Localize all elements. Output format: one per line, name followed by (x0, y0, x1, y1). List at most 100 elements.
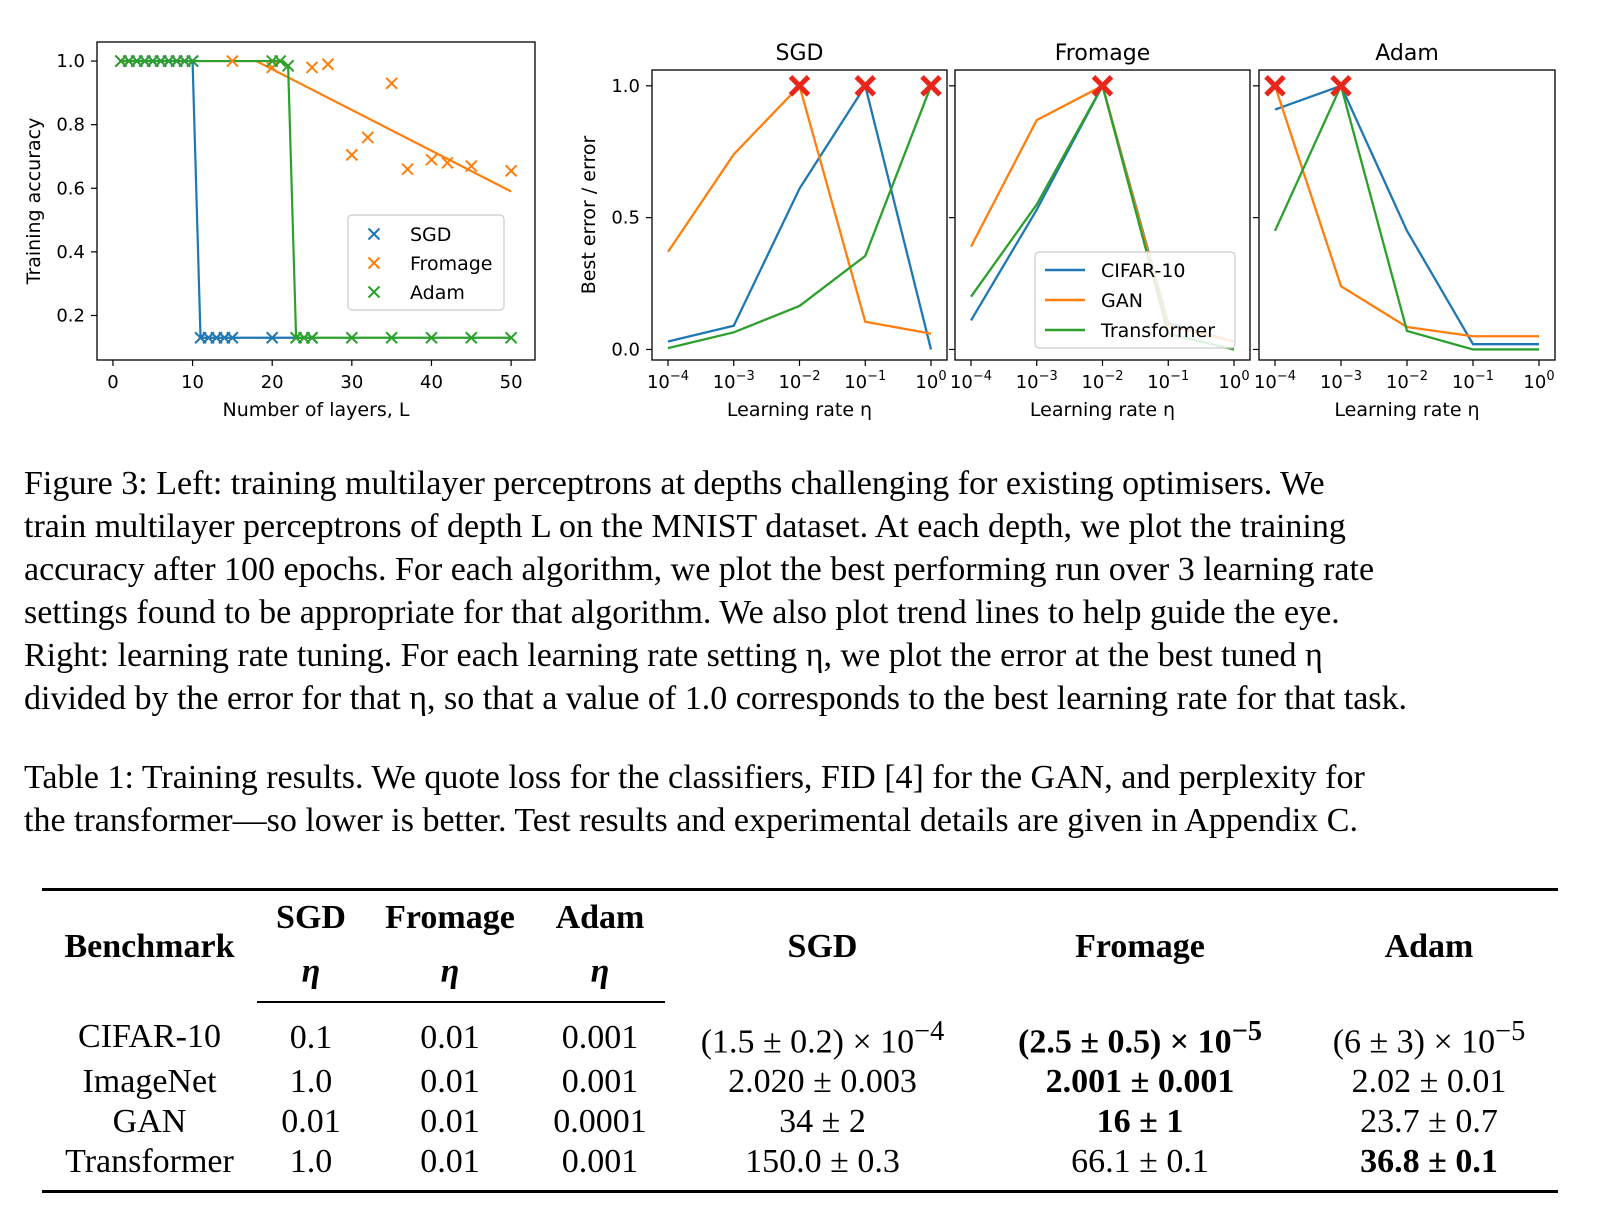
x-tick-label: 10−1 (1147, 369, 1189, 393)
legend-box (1034, 251, 1236, 349)
series-line (1273, 82, 1539, 351)
cell-benchmark: CIFAR-10 (78, 1018, 221, 1056)
table-row: CIFAR-10 0.1 0.01 0.001 (1.5 ± 0.2) × 10… (42, 1002, 1558, 1062)
y-tick-label: 0.0 (611, 339, 640, 360)
data-point (321, 58, 335, 71)
data-point (345, 331, 359, 344)
header-fromage: Fromage (980, 888, 1300, 1002)
best-marker (920, 75, 942, 97)
marker-stroke (226, 54, 239, 68)
x-tick-exponent: −2 (801, 369, 820, 384)
best-marker (1091, 75, 1114, 97)
cell-sgd-eta: 0.1 (289, 1018, 333, 1056)
x-tick-exponent: −2 (1409, 369, 1428, 384)
marker-stroke (345, 148, 359, 162)
data-point (305, 331, 319, 344)
marker-stroke (788, 75, 811, 97)
y-tick-label: 0.4 (56, 242, 85, 263)
x-axis-label: Learning rate η (1030, 399, 1175, 421)
data-point (265, 331, 279, 344)
data-point (385, 77, 398, 90)
x-tick-exponent: 0 (1546, 369, 1554, 384)
x-tick-label: 10−1 (844, 369, 886, 393)
caption-line: Right: learning rate tuning. For each le… (24, 637, 1323, 674)
marker-stroke (854, 75, 877, 97)
cell-adam: 2.02 ± 0.01 (1351, 1063, 1507, 1101)
exponent: −5 (1495, 1016, 1526, 1047)
marker-stroke (226, 331, 239, 344)
marker-stroke (1264, 75, 1286, 97)
cell-benchmark: GAN (112, 1103, 187, 1141)
cell-fromage-eta: 0.01 (420, 1103, 480, 1141)
cell-fromage: 66.1 ± 0.1 (980, 1142, 1300, 1194)
marker-stroke (367, 227, 381, 241)
x-axis-label: Number of layers, L (223, 399, 410, 421)
legend-marker (367, 256, 381, 270)
x-tick-label: 100 (915, 369, 946, 393)
x-tick-label: 10−2 (1386, 369, 1428, 393)
panel-title: Fromage (1055, 41, 1151, 66)
legend-marker (367, 227, 381, 241)
caption-line: divided by the error for that η, so that… (24, 680, 1408, 717)
data-point (226, 54, 239, 68)
marker-stroke (504, 164, 518, 177)
trend-line (120, 59, 512, 193)
header-sgd-eta: SGD (257, 888, 365, 945)
panel-title: Adam (1375, 41, 1439, 66)
marker-stroke (920, 75, 942, 97)
value: (2.5 ± 0.5) × 10 (1018, 1023, 1232, 1061)
data-point (273, 54, 287, 68)
x-tick-exponent: −3 (1039, 369, 1058, 384)
table-row: Transformer 1.0 0.01 0.001 150.0 ± 0.3 6… (42, 1142, 1558, 1194)
legend-box (347, 214, 505, 311)
x-tick-exponent: 0 (1241, 369, 1249, 384)
y-tick-label: 1.0 (611, 76, 640, 97)
y-axis-label: Training accuracy (23, 118, 45, 286)
x-tick-label: 40 (420, 372, 443, 393)
cell-fromage-eta: 0.01 (420, 1063, 480, 1101)
y-axis-label: Best error / error (578, 136, 600, 295)
data-point (186, 54, 199, 68)
caption-line: settings found to be appropriate for tha… (24, 594, 1340, 631)
x-tick-exponent: −4 (670, 369, 689, 384)
data-point (441, 156, 454, 170)
y-tick-label: 0.6 (56, 178, 85, 199)
x-tick-label: 10−3 (713, 369, 755, 393)
cell-adam: 23.7 ± 0.7 (1360, 1103, 1498, 1141)
series-line (667, 82, 933, 350)
marker-stroke (385, 331, 398, 344)
header-eta: η (535, 945, 665, 1003)
cell-fromage-eta: 0.01 (365, 1142, 535, 1194)
cell-sgd: 34 ± 2 (779, 1103, 866, 1141)
cell-fromage: (2.5 ± 0.5) × 10−5 (980, 1002, 1300, 1062)
caption-line: the transformer—so lower is better. Test… (24, 802, 1358, 839)
x-tick-label: 0 (107, 372, 118, 393)
legend-label: GAN (1101, 290, 1143, 312)
legend-label: CIFAR-10 (1101, 260, 1186, 282)
plot-frame (96, 41, 536, 361)
panel-frame (1258, 69, 1556, 361)
header-benchmark: Benchmark (42, 888, 257, 1002)
x-axis-label: Learning rate η (1334, 399, 1479, 421)
x-tick-label: 10−2 (1081, 369, 1123, 393)
marker-stroke (265, 331, 279, 344)
exponent: −5 (1231, 1016, 1262, 1047)
data-point (305, 61, 319, 74)
table-row: ImageNet 1.0 0.01 0.001 2.020 ± 0.003 2.… (42, 1062, 1558, 1102)
series-line (667, 83, 932, 335)
x-tick-label: 10−4 (950, 369, 992, 393)
data-point (425, 331, 438, 344)
caption-line: Figure 3: Left: training multilayer perc… (24, 465, 1325, 502)
best-marker (1330, 75, 1352, 97)
cell-benchmark: Transformer (42, 1142, 257, 1194)
data-point (281, 59, 295, 73)
x-tick-exponent: −2 (1104, 369, 1123, 384)
x-tick-label: 100 (1523, 369, 1554, 393)
cell-adam: 36.8 ± 0.1 (1300, 1142, 1558, 1194)
x-tick-exponent: −4 (1277, 369, 1296, 384)
cell-adam-eta: 0.001 (561, 1063, 639, 1101)
header-eta: η (365, 945, 535, 1003)
header-adam: Adam (1300, 888, 1558, 1002)
x-tick-label: 10−2 (778, 369, 820, 393)
marker-stroke (1091, 75, 1114, 97)
